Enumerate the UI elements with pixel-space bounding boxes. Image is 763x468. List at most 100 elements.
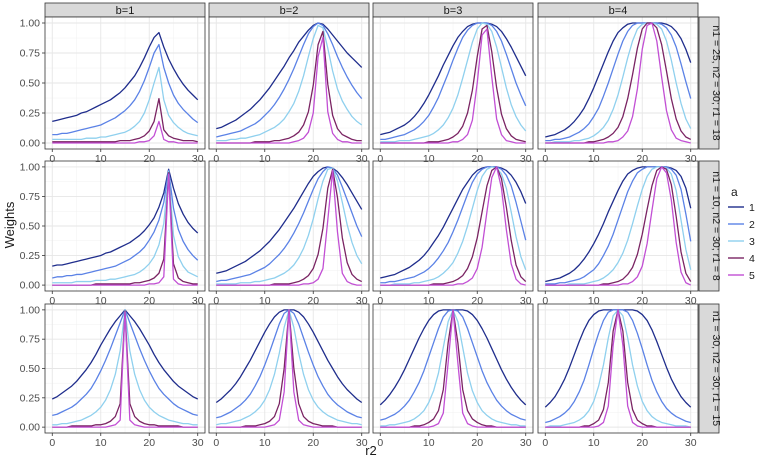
panel-border <box>208 303 370 434</box>
x-tick-label: 30 <box>685 295 697 307</box>
x-tick-label: 0 <box>213 153 219 165</box>
x-tick-label: 20 <box>307 295 319 307</box>
x-tick-label: 30 <box>685 153 697 165</box>
y-tick-label: 0.50 <box>20 363 41 375</box>
y-tick-label: 1.00 <box>20 161 41 173</box>
y-tick-label: 0.25 <box>20 250 41 262</box>
series-line-a5 <box>545 166 692 286</box>
series-line-a5 <box>52 311 198 428</box>
series-line-a1 <box>380 166 527 279</box>
series-line-a2 <box>380 166 527 284</box>
x-tick-label: 0 <box>377 437 383 449</box>
row-strip-label: n1 = 30, n2 = 30; r1 = 15 <box>710 311 722 426</box>
series-line-a3 <box>545 166 692 286</box>
y-tick-label: 0.25 <box>20 108 41 120</box>
series-line-a2 <box>216 166 363 283</box>
x-tick-label: 30 <box>520 153 532 165</box>
legend-title: a <box>731 185 738 199</box>
legend-label: 5 <box>749 270 755 282</box>
y-tick-label: 0.75 <box>20 48 41 60</box>
x-tick-label: 20 <box>636 437 648 449</box>
panel-border <box>537 160 699 292</box>
series-line-a2 <box>52 169 199 279</box>
legend-label: 2 <box>749 219 755 231</box>
panel-border <box>208 16 370 150</box>
x-tick-label: 30 <box>356 437 368 449</box>
x-tick-label: 0 <box>377 295 383 307</box>
x-tick-label: 20 <box>471 153 483 165</box>
series-line-a2 <box>52 43 199 136</box>
series-line-a5 <box>52 173 198 286</box>
x-tick-label: 20 <box>636 153 648 165</box>
x-tick-label: 10 <box>423 437 435 449</box>
x-tick-label: 10 <box>259 295 271 307</box>
x-tick-label: 30 <box>192 437 204 449</box>
x-axis-title: r2 <box>365 443 377 458</box>
x-tick-label: 10 <box>423 153 435 165</box>
series-line-a4 <box>52 97 198 143</box>
x-tick-label: 20 <box>143 437 155 449</box>
x-tick-label: 0 <box>49 295 55 307</box>
series-line-a5 <box>52 120 198 144</box>
series-line-a3 <box>380 22 527 143</box>
panel-border <box>372 160 534 292</box>
x-tick-label: 0 <box>542 295 548 307</box>
series-line-a1 <box>216 166 363 274</box>
panel-border <box>537 16 699 150</box>
series-line-a2 <box>380 22 527 141</box>
x-tick-label: 0 <box>213 295 219 307</box>
x-tick-label: 20 <box>143 153 155 165</box>
y-tick-label: 0.50 <box>20 78 41 90</box>
x-tick-label: 20 <box>471 295 483 307</box>
panel-border <box>372 303 534 434</box>
series-line-a3 <box>52 309 198 426</box>
x-tick-label: 20 <box>307 437 319 449</box>
x-tick-label: 0 <box>542 153 548 165</box>
column-strip-label: b=2 <box>280 5 299 17</box>
panel-border <box>208 160 370 292</box>
series-line-a3 <box>52 170 199 284</box>
panel-border <box>537 303 699 434</box>
series-line-a5 <box>545 309 691 428</box>
x-tick-label: 10 <box>588 153 600 165</box>
y-tick-label: 0.75 <box>20 334 41 346</box>
legend-label: 4 <box>749 253 755 265</box>
x-tick-label: 10 <box>588 295 600 307</box>
x-tick-label: 10 <box>259 153 271 165</box>
x-tick-label: 10 <box>423 295 435 307</box>
column-strip-label: b=3 <box>444 5 463 17</box>
x-tick-label: 0 <box>49 153 55 165</box>
x-tick-label: 30 <box>520 437 532 449</box>
x-tick-label: 30 <box>356 153 368 165</box>
series-line-a2 <box>545 166 692 285</box>
x-tick-label: 30 <box>192 295 204 307</box>
y-tick-label: 0.00 <box>20 422 41 434</box>
series-line-a1 <box>380 22 527 136</box>
series-line-a1 <box>52 31 199 123</box>
row-strip-label: n1 = 25, n2 = 30; r1 = 18 <box>710 25 722 140</box>
series-line-a3 <box>545 22 692 144</box>
series-line-a1 <box>52 168 199 267</box>
x-tick-label: 10 <box>588 437 600 449</box>
x-tick-label: 0 <box>542 437 548 449</box>
series-line-a1 <box>216 22 363 130</box>
row-strip-1 <box>698 16 720 150</box>
x-tick-label: 10 <box>95 295 107 307</box>
y-tick-label: 0.75 <box>20 191 41 203</box>
y-axis-title: Weights <box>2 201 17 248</box>
series-line-a2 <box>216 22 363 138</box>
x-tick-label: 20 <box>143 295 155 307</box>
y-tick-label: 1.00 <box>20 18 41 30</box>
series-line-a5 <box>380 309 526 428</box>
x-tick-label: 20 <box>636 295 648 307</box>
x-tick-label: 0 <box>49 437 55 449</box>
y-tick-label: 0.25 <box>20 392 41 404</box>
series-line-a3 <box>380 166 527 286</box>
row-strip-3 <box>698 303 720 434</box>
x-tick-label: 30 <box>520 295 532 307</box>
y-tick-label: 0.00 <box>20 138 41 150</box>
legend-label: 3 <box>749 236 755 248</box>
x-tick-label: 20 <box>471 437 483 449</box>
